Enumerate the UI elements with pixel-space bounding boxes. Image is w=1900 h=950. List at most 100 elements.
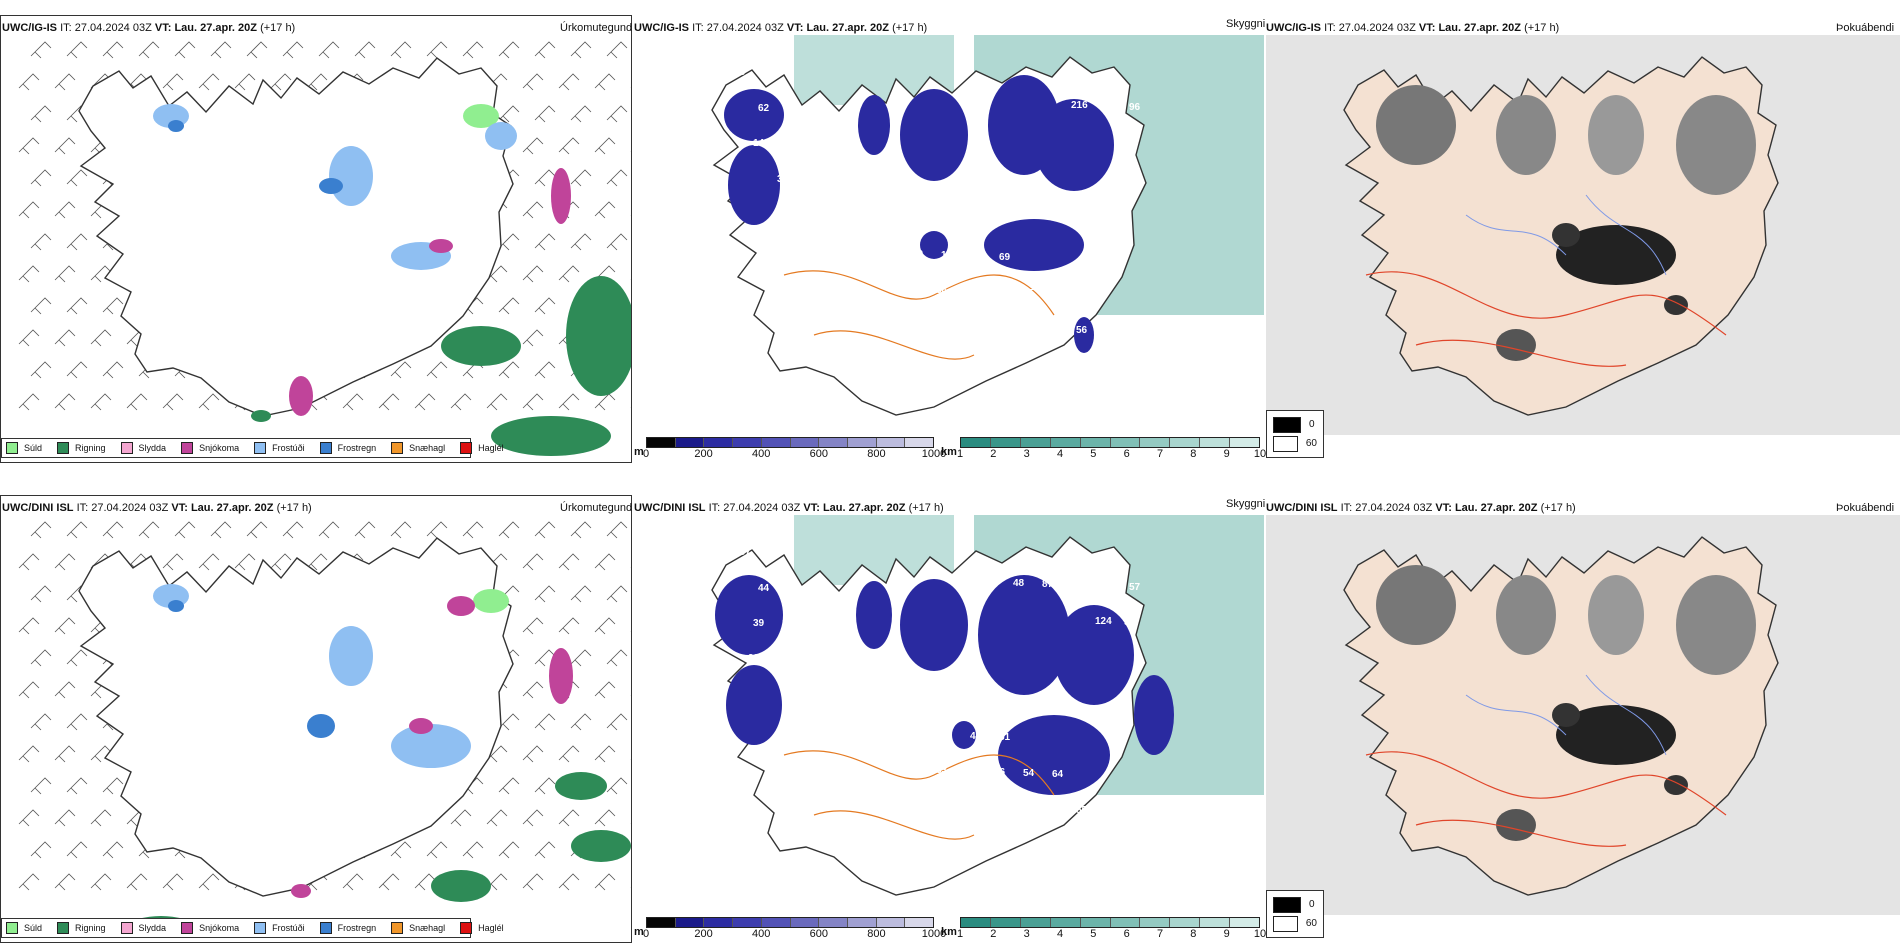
legend-label: Rigning xyxy=(75,923,106,933)
scale-tick: 9 xyxy=(1223,928,1230,940)
wind-barb xyxy=(522,809,544,827)
scale-tick: 1 xyxy=(956,928,964,940)
wind-barb xyxy=(174,41,196,59)
vt-label: VT: xyxy=(786,22,804,34)
scale-cell xyxy=(1050,438,1081,447)
cloud-base-area xyxy=(858,95,890,155)
wind-barb xyxy=(534,713,556,731)
scale-cell xyxy=(1230,918,1260,927)
wind-barb xyxy=(90,265,112,283)
visibility-unit: km xyxy=(941,926,957,938)
scale-tick: 5 xyxy=(1090,928,1097,940)
wind-barb xyxy=(18,553,40,571)
fog-shade xyxy=(1676,575,1756,675)
lead-time: (+17 h) xyxy=(908,502,944,514)
legend-label: Haglél xyxy=(478,443,504,453)
cloud-map-bottom: 287 85 67 636 48 51 64 61 44 52 46 66 48 54 55 57 58 55 69… xyxy=(711,515,1264,896)
wind-barb xyxy=(54,617,76,635)
wind-barb xyxy=(102,361,124,379)
cloud-base-label: 48 xyxy=(1013,578,1025,589)
fog-legend-top: 0 60 xyxy=(1266,410,1324,458)
legend-label: Snæhagl xyxy=(409,923,446,933)
cloud-base-label: 57 xyxy=(1129,582,1141,593)
wind-barb xyxy=(18,137,40,155)
precip-area xyxy=(491,416,611,456)
wind-barb xyxy=(630,343,631,344)
cloud-base-label: 43 xyxy=(965,766,977,777)
cloud-base-label: 52 xyxy=(811,620,823,631)
scale-cell xyxy=(961,918,991,927)
vt-label: VT: xyxy=(154,22,172,34)
cloud-base-label: 103 xyxy=(801,690,818,701)
it-value: 27.04.2024 03Z xyxy=(723,502,801,514)
legend-item-snæhagl: Snæhagl xyxy=(391,922,445,934)
cloud-base-area xyxy=(920,231,948,259)
cloud-base-label: 52 xyxy=(1052,289,1064,300)
cloud-base-label: 82 xyxy=(994,287,1006,298)
wind-barb xyxy=(534,297,556,315)
cloud-base-area xyxy=(724,89,784,141)
wind-barb xyxy=(558,873,580,891)
scale-tick: 400 xyxy=(752,928,771,940)
it-label: IT: xyxy=(1340,502,1353,514)
vt-label: VT: xyxy=(1435,502,1452,514)
wind-barb xyxy=(522,617,544,635)
precip-area xyxy=(289,376,313,416)
cloud-base-label: 287 xyxy=(734,547,751,558)
scale-cell xyxy=(1200,438,1231,447)
wind-barb xyxy=(390,41,412,59)
precip-area xyxy=(549,648,573,704)
wind-barb xyxy=(318,41,340,59)
wind-barb xyxy=(390,361,412,379)
wind-barb xyxy=(522,73,544,91)
cloud-base-label: 92 xyxy=(1100,101,1112,112)
cloud-base-area xyxy=(1034,99,1114,191)
wind-barb xyxy=(54,553,76,571)
fog-legend-label: 60 xyxy=(1305,438,1317,449)
legend-label: Frostúði xyxy=(272,443,305,453)
scale-tick: 7 xyxy=(1156,928,1164,940)
legend-swatch xyxy=(6,922,18,934)
fog-legend-row: 60 xyxy=(1273,914,1317,933)
cloud-base-label: 53 xyxy=(970,251,982,262)
wind-barb xyxy=(18,265,40,283)
cloud-base-label: 37 xyxy=(864,177,876,188)
visibility-scale-top: 1 2 3 4 5 6 7 8 9 10 xyxy=(957,437,1266,460)
lead-time: (+17 h) xyxy=(1540,502,1576,514)
scale-cell xyxy=(1230,438,1260,447)
legend-item-snjókoma: Snjókoma xyxy=(181,922,239,934)
scale-tick: 0 xyxy=(642,928,650,940)
cloudbase-ticks: 0 200 400 600 800 1000 xyxy=(642,928,946,940)
wind-barb xyxy=(66,841,88,859)
wind-barb xyxy=(486,393,508,411)
wind-barb xyxy=(102,841,124,859)
wind-barb xyxy=(450,809,472,827)
fog-legend-label: 0 xyxy=(1309,419,1315,430)
scale-tick: 2 xyxy=(990,928,997,940)
wind-barb xyxy=(102,777,124,795)
cloud-map-top: 65 39 46 56 46 69 52 54 62 58 37 42 53 95 56 96 68 67 65 17… xyxy=(711,35,1264,416)
legend-label: Frostregn xyxy=(337,923,377,933)
fog-map-top xyxy=(1266,35,1900,435)
wind-barb xyxy=(606,777,628,795)
wind-barb xyxy=(126,393,148,411)
wind-barb xyxy=(234,553,256,571)
fog-shade xyxy=(1556,705,1676,765)
wind-barb xyxy=(54,265,76,283)
scale-tick: 3 xyxy=(1023,928,1030,940)
wind-barb xyxy=(594,745,616,763)
legend-item-frostregn: Frostregn xyxy=(319,922,377,934)
scale-tick: 4 xyxy=(1056,448,1064,460)
cloud-base-label: 39 xyxy=(753,618,765,629)
cloud-base-label: 55 xyxy=(806,655,818,666)
cloud-base-label: 148 xyxy=(753,138,770,149)
header-top-precip: UWC/IG-IS IT: 27.04.2024 03Z VT: Lau. 27… xyxy=(2,22,295,34)
wind-barb xyxy=(54,745,76,763)
wind-barb xyxy=(522,201,544,219)
precip-area xyxy=(551,168,571,224)
scale-cell xyxy=(675,918,705,927)
scale-cell xyxy=(905,438,934,447)
cloud-base-label: 67 xyxy=(840,621,852,632)
cloud-base-label: 85 xyxy=(941,730,953,741)
cloudbase-cells xyxy=(646,437,934,448)
